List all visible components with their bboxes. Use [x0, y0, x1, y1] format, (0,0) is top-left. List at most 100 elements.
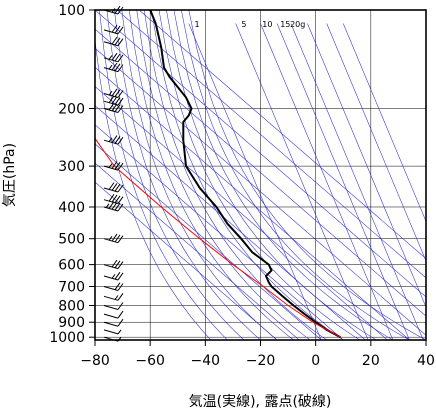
wind-barb-flag	[117, 162, 124, 171]
x-axis-ticks: −80 −60 −40 −20 0 20 40	[80, 340, 435, 369]
wind-barb-flag	[114, 104, 121, 112]
moist-adiabat-line	[121, 10, 278, 340]
wind-barb-flag	[117, 318, 124, 327]
wind-barb-flag	[111, 194, 118, 203]
wind-barb-flag	[114, 63, 121, 72]
data-series	[95, 10, 341, 339]
dry-adiabat-line	[95, 28, 426, 317]
wind-barb-flag	[111, 259, 118, 268]
wind-barb-flag	[114, 195, 121, 204]
wind-barb-flag	[111, 36, 118, 45]
mixing-ratio-line	[235, 23, 369, 340]
wind-barb-shaft	[103, 187, 119, 193]
x-tick-label: 0	[311, 353, 320, 369]
y-tick-label: 600	[58, 258, 85, 274]
wind-barb-shaft	[103, 329, 119, 335]
wind-barb-flag	[117, 90, 124, 98]
wind-barb	[103, 52, 124, 63]
x-tick-label: 20	[362, 353, 380, 369]
x-tick-label: −20	[246, 353, 276, 369]
parcel-path-line	[95, 137, 341, 338]
wind-barb-flag	[117, 293, 124, 301]
x-tick-label: −80	[80, 353, 110, 369]
wind-barb	[103, 36, 124, 47]
temperature-profile-line	[149, 10, 341, 339]
wind-barb-flag	[111, 62, 118, 71]
wind-barb	[103, 135, 124, 145]
dry-adiabat-line	[138, 10, 426, 260]
dry-adiabat-line	[95, 143, 322, 340]
wind-barb-flag	[114, 183, 121, 192]
wind-barb-flag	[111, 183, 118, 191]
wind-barb-shaft	[103, 321, 119, 327]
mixing-ratio-line	[307, 23, 426, 308]
wind-barb-flag	[117, 184, 124, 193]
wind-barbs	[103, 5, 124, 342]
wind-barb-flag	[114, 260, 121, 269]
moist-adiabat-line	[106, 10, 245, 340]
y-tick-label: 500	[58, 232, 85, 248]
wind-barb-shaft	[103, 165, 119, 171]
wind-barb-shaft	[103, 41, 119, 47]
x-axis-title: 気温(実線), 露点(破線)	[189, 394, 332, 410]
moist-adiabat-line	[143, 10, 327, 340]
wind-barb-flag	[117, 54, 124, 63]
wind-barb-shaft	[103, 108, 119, 113]
dry-adiabat-line	[95, 47, 426, 336]
wind-barb-half-flag	[108, 235, 113, 241]
wind-barb	[103, 233, 124, 244]
wind-barb-half-flag	[111, 274, 116, 279]
y-tick-label: 100	[58, 3, 85, 19]
wind-barb-flag	[117, 64, 124, 72]
wind-barb-flag	[117, 196, 124, 204]
wind-barb-flag	[117, 105, 124, 113]
wind-barb-flag	[117, 38, 124, 46]
moist-adiabat-line	[188, 10, 426, 340]
wind-barb	[103, 24, 124, 35]
wind-barb-shaft	[103, 199, 119, 205]
wind-barb-half-flag	[108, 55, 113, 60]
wind-barb-shaft	[103, 57, 119, 63]
dry-adiabat-line	[95, 67, 410, 340]
wind-barb-flag	[111, 161, 118, 169]
wind-barb-half-flag	[105, 203, 110, 209]
wind-barb-flag	[114, 97, 121, 105]
wind-barb-half-flag	[108, 137, 113, 143]
wind-barb-half-flag	[114, 295, 119, 300]
wind-barb-flag	[114, 37, 121, 46]
dry-adiabat-line	[95, 124, 344, 340]
mixing-ratio-labels: 1 5 10 15 20g	[195, 20, 306, 29]
moist-adiabat-line	[136, 10, 311, 340]
mixing-ratio-label: 5	[241, 20, 246, 29]
wind-barb-flag	[117, 97, 124, 106]
wind-barb	[103, 62, 124, 73]
wind-barb-flag	[114, 136, 121, 144]
wind-barb	[103, 302, 124, 310]
mixing-ratio-label: 1	[195, 20, 200, 29]
wind-barb	[103, 182, 124, 193]
x-tick-label: −60	[135, 353, 165, 369]
wind-barb-flag	[111, 233, 118, 242]
wind-barb-shaft	[103, 29, 119, 35]
wind-barb-shaft	[103, 100, 119, 106]
wind-barb-shaft	[103, 93, 119, 99]
wind-barb-shaft	[103, 67, 119, 73]
moist-adiabat-line	[128, 10, 294, 340]
wind-barb	[103, 310, 124, 319]
dry-adiabat-line	[95, 162, 300, 340]
x-tick-label: −40	[191, 353, 221, 369]
wind-barb-flag	[117, 302, 124, 310]
diagram-guide-lines	[95, 10, 426, 340]
wind-barb-flag	[114, 234, 121, 243]
wind-barb	[103, 259, 124, 270]
y-tick-label: 400	[58, 200, 85, 216]
wind-barb-flag	[111, 96, 118, 104]
mixing-ratio-line	[188, 23, 322, 340]
moist-adiabat-line	[114, 10, 261, 340]
wind-barb-flag	[117, 136, 124, 145]
wind-barb-shaft	[103, 275, 119, 281]
wind-barb	[103, 329, 122, 335]
wind-barb	[103, 318, 124, 327]
moist-adiabat-line	[99, 10, 228, 340]
wind-barb-shaft	[103, 264, 119, 270]
